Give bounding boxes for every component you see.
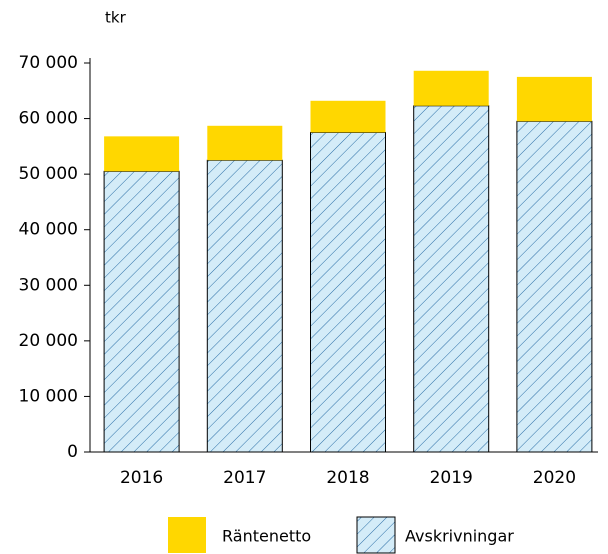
y-tick-label: 0 (67, 442, 78, 462)
legend-label: Avskrivningar (405, 527, 514, 546)
bar (104, 136, 180, 172)
bar (413, 70, 489, 106)
x-tick-label: 2019 (430, 468, 473, 488)
bar (516, 120, 593, 453)
x-tick-label: 2020 (533, 468, 576, 488)
x-tick-label: 2016 (120, 468, 163, 488)
x-tick-label: 2018 (326, 468, 369, 488)
x-tick-label: 2017 (223, 468, 266, 488)
bar (310, 100, 386, 133)
y-tick-label: 40 000 (19, 220, 78, 240)
bar (207, 125, 283, 161)
legend-swatch (168, 517, 206, 553)
legend-swatch (356, 516, 396, 554)
bar (206, 159, 283, 453)
y-tick-label: 70 000 (19, 53, 78, 73)
bar (103, 170, 180, 453)
bar (413, 105, 490, 453)
bar (516, 76, 592, 122)
y-tick-label: 30 000 (19, 275, 78, 295)
legend-label: Räntenetto (222, 527, 311, 546)
y-tick-label: 20 000 (19, 331, 78, 351)
y-tick-label: 50 000 (19, 164, 78, 184)
y-tick-label: 60 000 (19, 109, 78, 129)
y-tick-label: 10 000 (19, 386, 78, 406)
bar (310, 131, 386, 453)
y-unit-label: tkr (105, 9, 127, 27)
